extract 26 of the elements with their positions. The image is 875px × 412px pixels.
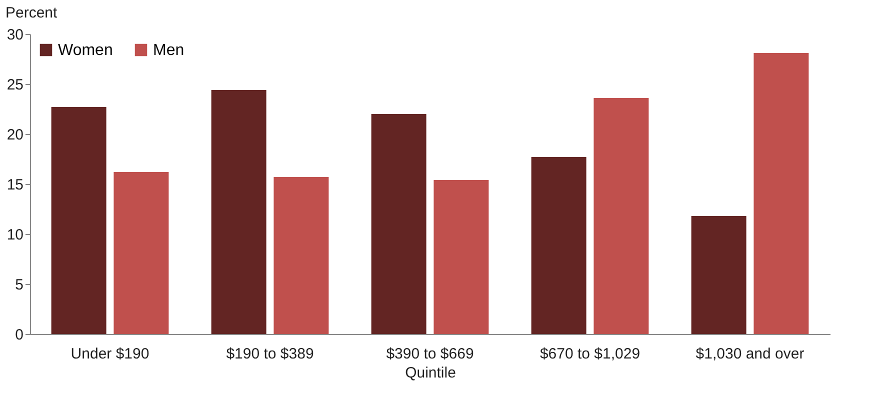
- bar: [51, 107, 106, 334]
- legend-label: Men: [153, 42, 184, 59]
- x-tick-label: $390 to $669: [386, 346, 474, 362]
- bar: [691, 216, 746, 334]
- y-tick-label: 25: [6, 76, 24, 94]
- x-axis-title: Quintile: [405, 364, 456, 382]
- x-tick-label: Under $190: [70, 346, 150, 362]
- x-tick-label: $670 to $1,029: [540, 346, 640, 362]
- x-tick-label: $1,030 and over: [696, 346, 804, 362]
- y-tick-label: 5: [15, 276, 24, 294]
- bar: [274, 177, 329, 334]
- y-axis-title: Percent: [6, 4, 58, 22]
- legend-label: Women: [58, 42, 113, 59]
- bar: [754, 53, 809, 334]
- y-tick-label: 30: [6, 26, 24, 44]
- bar: [114, 172, 169, 334]
- bar: [434, 180, 489, 334]
- y-tick-label: 20: [6, 126, 24, 144]
- bar: [371, 114, 426, 334]
- bar: [531, 157, 586, 334]
- y-tick-label: 15: [6, 176, 24, 194]
- y-tick-label: 0: [15, 326, 24, 344]
- bar: [211, 90, 266, 334]
- y-tick-label: 10: [6, 226, 24, 244]
- x-tick-label: $190 to $389: [226, 346, 314, 362]
- bar: [594, 98, 649, 334]
